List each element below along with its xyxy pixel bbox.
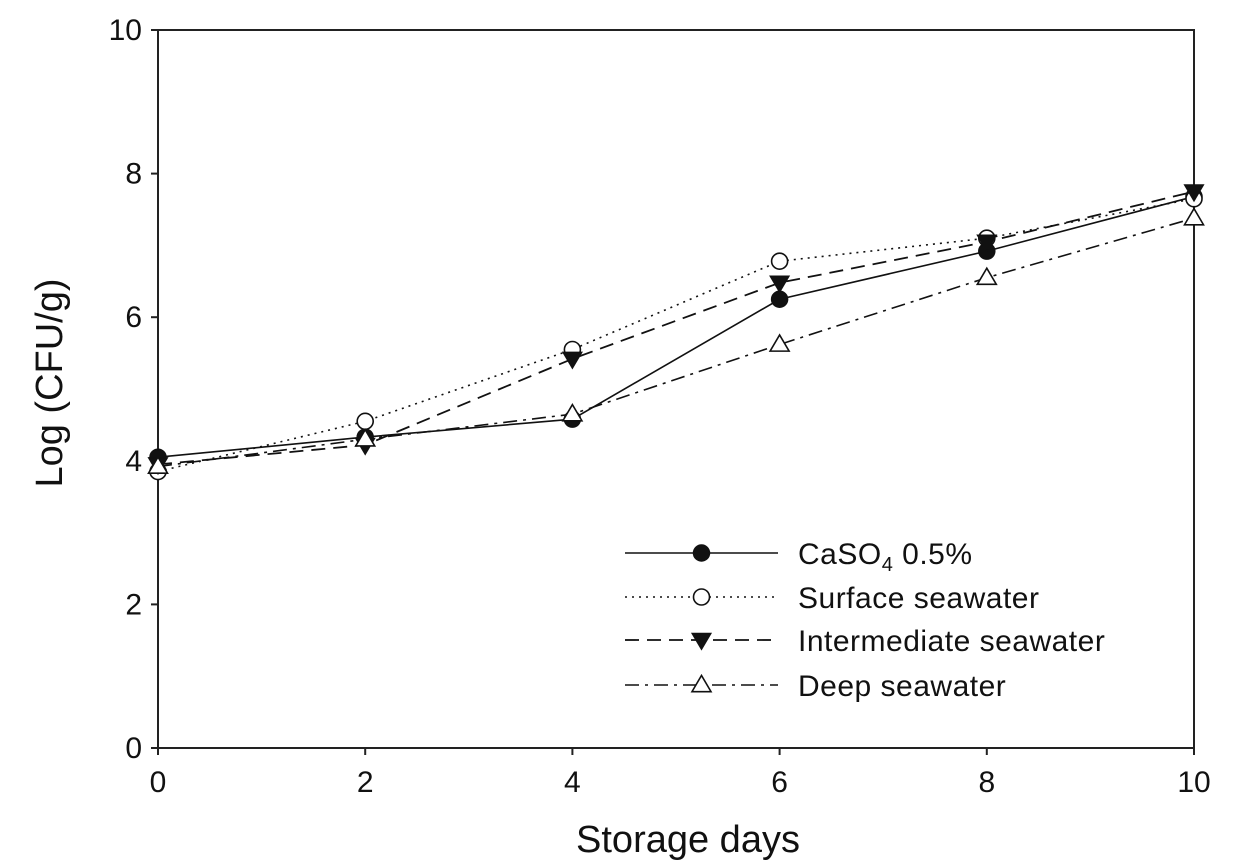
series-3-line (157, 190, 1195, 466)
legend-marker (692, 544, 711, 562)
data-point (147, 455, 169, 474)
series-4-line (157, 217, 1195, 468)
x-tick-label: 10 (1177, 766, 1210, 799)
y-tick-label: 6 (125, 301, 142, 334)
legend-label: Deep seawater (798, 670, 1006, 703)
legend-label: Intermediate seawater (798, 625, 1105, 658)
x-tick-label: 6 (771, 766, 788, 799)
series-1-line (157, 195, 1195, 459)
data-point (354, 428, 377, 447)
legend-label-subscript: 4 (882, 554, 894, 576)
x-tick-label: 2 (357, 766, 374, 799)
x-tick-label: 0 (150, 766, 167, 799)
legend: CaSO4 0.5% Surface seawater Intermediate s… (625, 538, 1105, 703)
data-point (356, 412, 375, 431)
data-point (976, 234, 998, 253)
legend-label-main: CaSO (798, 538, 882, 571)
series-2-points (149, 189, 1203, 481)
legend-marker (692, 588, 711, 606)
legend-label-tail: 0.5% (893, 538, 972, 571)
y-tick-label: 4 (125, 445, 142, 478)
series-4-points (147, 207, 1205, 474)
y-axis-title: Log (CFU/g) (29, 278, 71, 487)
x-axis: 0 2 4 6 8 10 (150, 748, 1211, 799)
plot-frame (157, 29, 1195, 749)
y-tick-label: 2 (125, 588, 142, 621)
y-axis: 0 2 4 6 8 10 (109, 14, 158, 765)
x-tick-label: 8 (978, 766, 995, 799)
data-point (768, 333, 791, 352)
x-tick-label: 4 (564, 766, 581, 799)
legend-marker (690, 673, 713, 693)
y-tick-label: 10 (109, 14, 142, 47)
series-1 (157, 195, 1195, 459)
series-layer (147, 184, 1205, 481)
series-4 (157, 217, 1195, 468)
data-point (975, 266, 998, 286)
y-tick-label: 0 (125, 732, 142, 765)
series-2-line (157, 197, 1195, 473)
series-1-points (149, 187, 1203, 466)
data-point (770, 290, 789, 308)
legend-marker (690, 632, 713, 651)
y-tick-label: 8 (125, 158, 142, 191)
legend-label: CaSO4 0.5% (798, 538, 973, 576)
x-axis-title: Storage days (576, 819, 800, 861)
plot-border (157, 29, 1195, 749)
series-3 (157, 190, 1195, 466)
series-2 (157, 197, 1195, 473)
data-point (1183, 207, 1205, 226)
series-3-points (147, 184, 1205, 476)
data-point (770, 252, 789, 270)
data-point (561, 403, 584, 422)
data-point (1183, 184, 1205, 203)
data-point (561, 351, 583, 370)
legend-label: Surface seawater (798, 582, 1039, 615)
data-point (769, 275, 791, 294)
